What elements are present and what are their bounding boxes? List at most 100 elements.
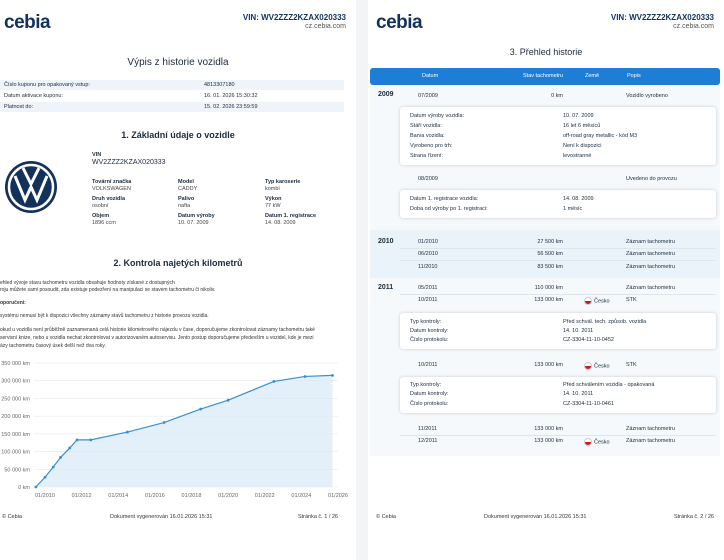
- country-name: Česko: [594, 298, 610, 305]
- detail-value: 14. 10. 2011: [563, 328, 594, 334]
- detail-value: 1 měsíc: [563, 206, 583, 212]
- mileage-point: [59, 456, 62, 459]
- detail-value: CZ-3304-11-10-0461: [563, 401, 614, 407]
- detail-value: CZ-3304-11-10-0452: [563, 337, 614, 343]
- country-name: Česko: [594, 363, 610, 370]
- event-date: 11/2011: [418, 426, 438, 432]
- y-tick-label: 150 000 km: [1, 432, 30, 438]
- x-tick-label: 01/2010: [35, 493, 55, 499]
- info-key: Datum aktivace kuponu:: [4, 93, 64, 99]
- event-desc: STK: [626, 362, 637, 368]
- detail-value: 14. 10. 2011: [563, 391, 594, 397]
- detail-key: Číslo protokolu:: [410, 337, 449, 343]
- field-label: Palivo: [178, 196, 195, 202]
- x-tick-label: 01/2012: [72, 493, 92, 499]
- site-link[interactable]: cz.cebia.com: [673, 23, 714, 30]
- info-value: 16. 01. 2026 15:30:32: [204, 93, 258, 99]
- info-value: 4813307180: [204, 82, 235, 88]
- event-desc: Záznam tachometru: [626, 426, 675, 432]
- field-value: 14. 08. 2009: [265, 220, 296, 226]
- mileage-point: [34, 485, 38, 489]
- paragraph: ázy tachometru časový úsek delší než dva…: [0, 343, 106, 349]
- vin-header: VIN: WV2ZZZ2KZAX020333 cz.cebia.com: [611, 13, 714, 30]
- x-tick-label: 01/2018: [182, 493, 202, 499]
- event-date: 01/2010: [418, 239, 438, 245]
- report-page-2: cebia VIN: WV2ZZZ2KZAX020333 cz.cebia.co…: [368, 0, 724, 560]
- detail-value: off-road gray metallic - kód M3: [563, 133, 638, 139]
- field-value: nafta: [178, 203, 191, 209]
- field-value: 1896 ccm: [92, 220, 116, 226]
- year-label: 2010: [378, 238, 394, 245]
- event-country: Česko: [584, 438, 610, 446]
- field-value: kombi: [265, 186, 280, 192]
- year-band-2010: [370, 230, 720, 278]
- event-desc: Záznam tachometru: [626, 239, 675, 245]
- event-date: 05/2011: [418, 285, 438, 291]
- field-label: Tovární značka: [92, 179, 132, 185]
- mileage-point: [226, 398, 230, 402]
- footer-center: Dokument vygenerován 16.01.2026 15:31: [484, 514, 587, 520]
- page-gap: [356, 0, 368, 560]
- paragraph: servisní knize, nebo u vozidla nechat zk…: [0, 335, 314, 341]
- vin-value: WV2ZZZ2KZAX020333: [92, 159, 166, 166]
- field-label: Druh vozidla: [92, 196, 126, 202]
- event-desc: Záznam tachometru: [626, 251, 675, 257]
- mileage-area: [35, 375, 333, 487]
- field-label: Typ karoserie: [265, 179, 301, 185]
- detail-key: Typ kontroly:: [410, 319, 442, 325]
- row-divider: [400, 248, 716, 249]
- event-km: 27 500 km: [537, 239, 563, 245]
- event-km: 133 000 km: [534, 438, 563, 444]
- recommendation-title: oporučení:: [0, 300, 26, 306]
- footer-right: Stránka č. 2 / 26: [673, 514, 714, 520]
- detail-key: Strana řízení:: [410, 153, 444, 159]
- y-tick-label: 50 000 km: [4, 467, 30, 473]
- vin-label: VIN: [92, 152, 102, 158]
- detail-value: Před schvál. tech. způsob. vozidla: [563, 319, 647, 325]
- row-divider: [400, 260, 716, 261]
- x-tick-label: 01/2014: [108, 493, 128, 499]
- info-key: Číslo kuponu pro opakovaný vstup:: [4, 82, 90, 88]
- site-link[interactable]: cz.cebia.com: [305, 23, 346, 30]
- x-tick-label: 01/2016: [145, 493, 165, 499]
- event-country: Česko: [584, 297, 610, 305]
- event-km: 110 000 km: [534, 285, 563, 291]
- event-desc: Vozidlo vyrobeno: [626, 93, 668, 99]
- mileage-point: [75, 438, 79, 442]
- footer-left: © Cebia: [376, 514, 396, 520]
- field-label: Výkon: [265, 196, 282, 202]
- table-header: Datum Stav tachometru Země Popis: [370, 68, 720, 85]
- section-title-mileage: 2. Kontrola najetých kilometrů: [113, 258, 243, 268]
- year-label: 2011: [378, 284, 394, 291]
- detail-value: 16 let 6 měsíců: [563, 123, 601, 129]
- col-odometer: Stav tachometru: [523, 73, 564, 79]
- vin-header-label: VIN: WV2ZZZ2KZAX020333: [610, 13, 714, 22]
- event-desc: STK: [626, 297, 637, 303]
- mileage-point: [43, 475, 47, 479]
- detail-key: Číslo protokolu:: [410, 401, 449, 407]
- mileage-line: [35, 374, 333, 488]
- x-tick-label: 01/2022: [255, 493, 275, 499]
- y-tick-label: 250 000 km: [1, 396, 30, 402]
- country-name: Česko: [594, 439, 610, 446]
- info-row: Platnost do: 15. 02. 2026 23:59:59: [0, 102, 344, 112]
- event-km: 0 km: [551, 93, 563, 99]
- x-tick-label: 01/2024: [291, 493, 311, 499]
- event-km: 56 500 km: [537, 251, 563, 257]
- field-label: Objem: [92, 213, 110, 219]
- mileage-point: [51, 465, 55, 469]
- detail-value: 14. 08. 2009: [563, 196, 594, 202]
- y-tick-label: 300 000 km: [1, 379, 30, 385]
- detail-key: Datum výroby vozidla:: [410, 113, 465, 119]
- detail-key: Vyrobeno pro trh:: [410, 143, 453, 149]
- row-divider: [400, 435, 716, 436]
- event-country: Česko: [584, 362, 610, 370]
- detail-key: Datum 1. registrace vozidla:: [410, 196, 479, 202]
- detail-value: levostranné: [563, 153, 592, 159]
- detail-value: Před schválením vozidla - opakovaná: [563, 382, 655, 388]
- detail-box: Typ kontroly: Před schválením vozidla - …: [400, 377, 716, 413]
- mileage-point: [199, 407, 203, 411]
- col-country: Země: [585, 73, 600, 79]
- section-title-basic: 1. Základní údaje o vozidle: [121, 130, 235, 140]
- info-row: Datum aktivace kuponu: 16. 01. 2026 15:3…: [0, 91, 344, 101]
